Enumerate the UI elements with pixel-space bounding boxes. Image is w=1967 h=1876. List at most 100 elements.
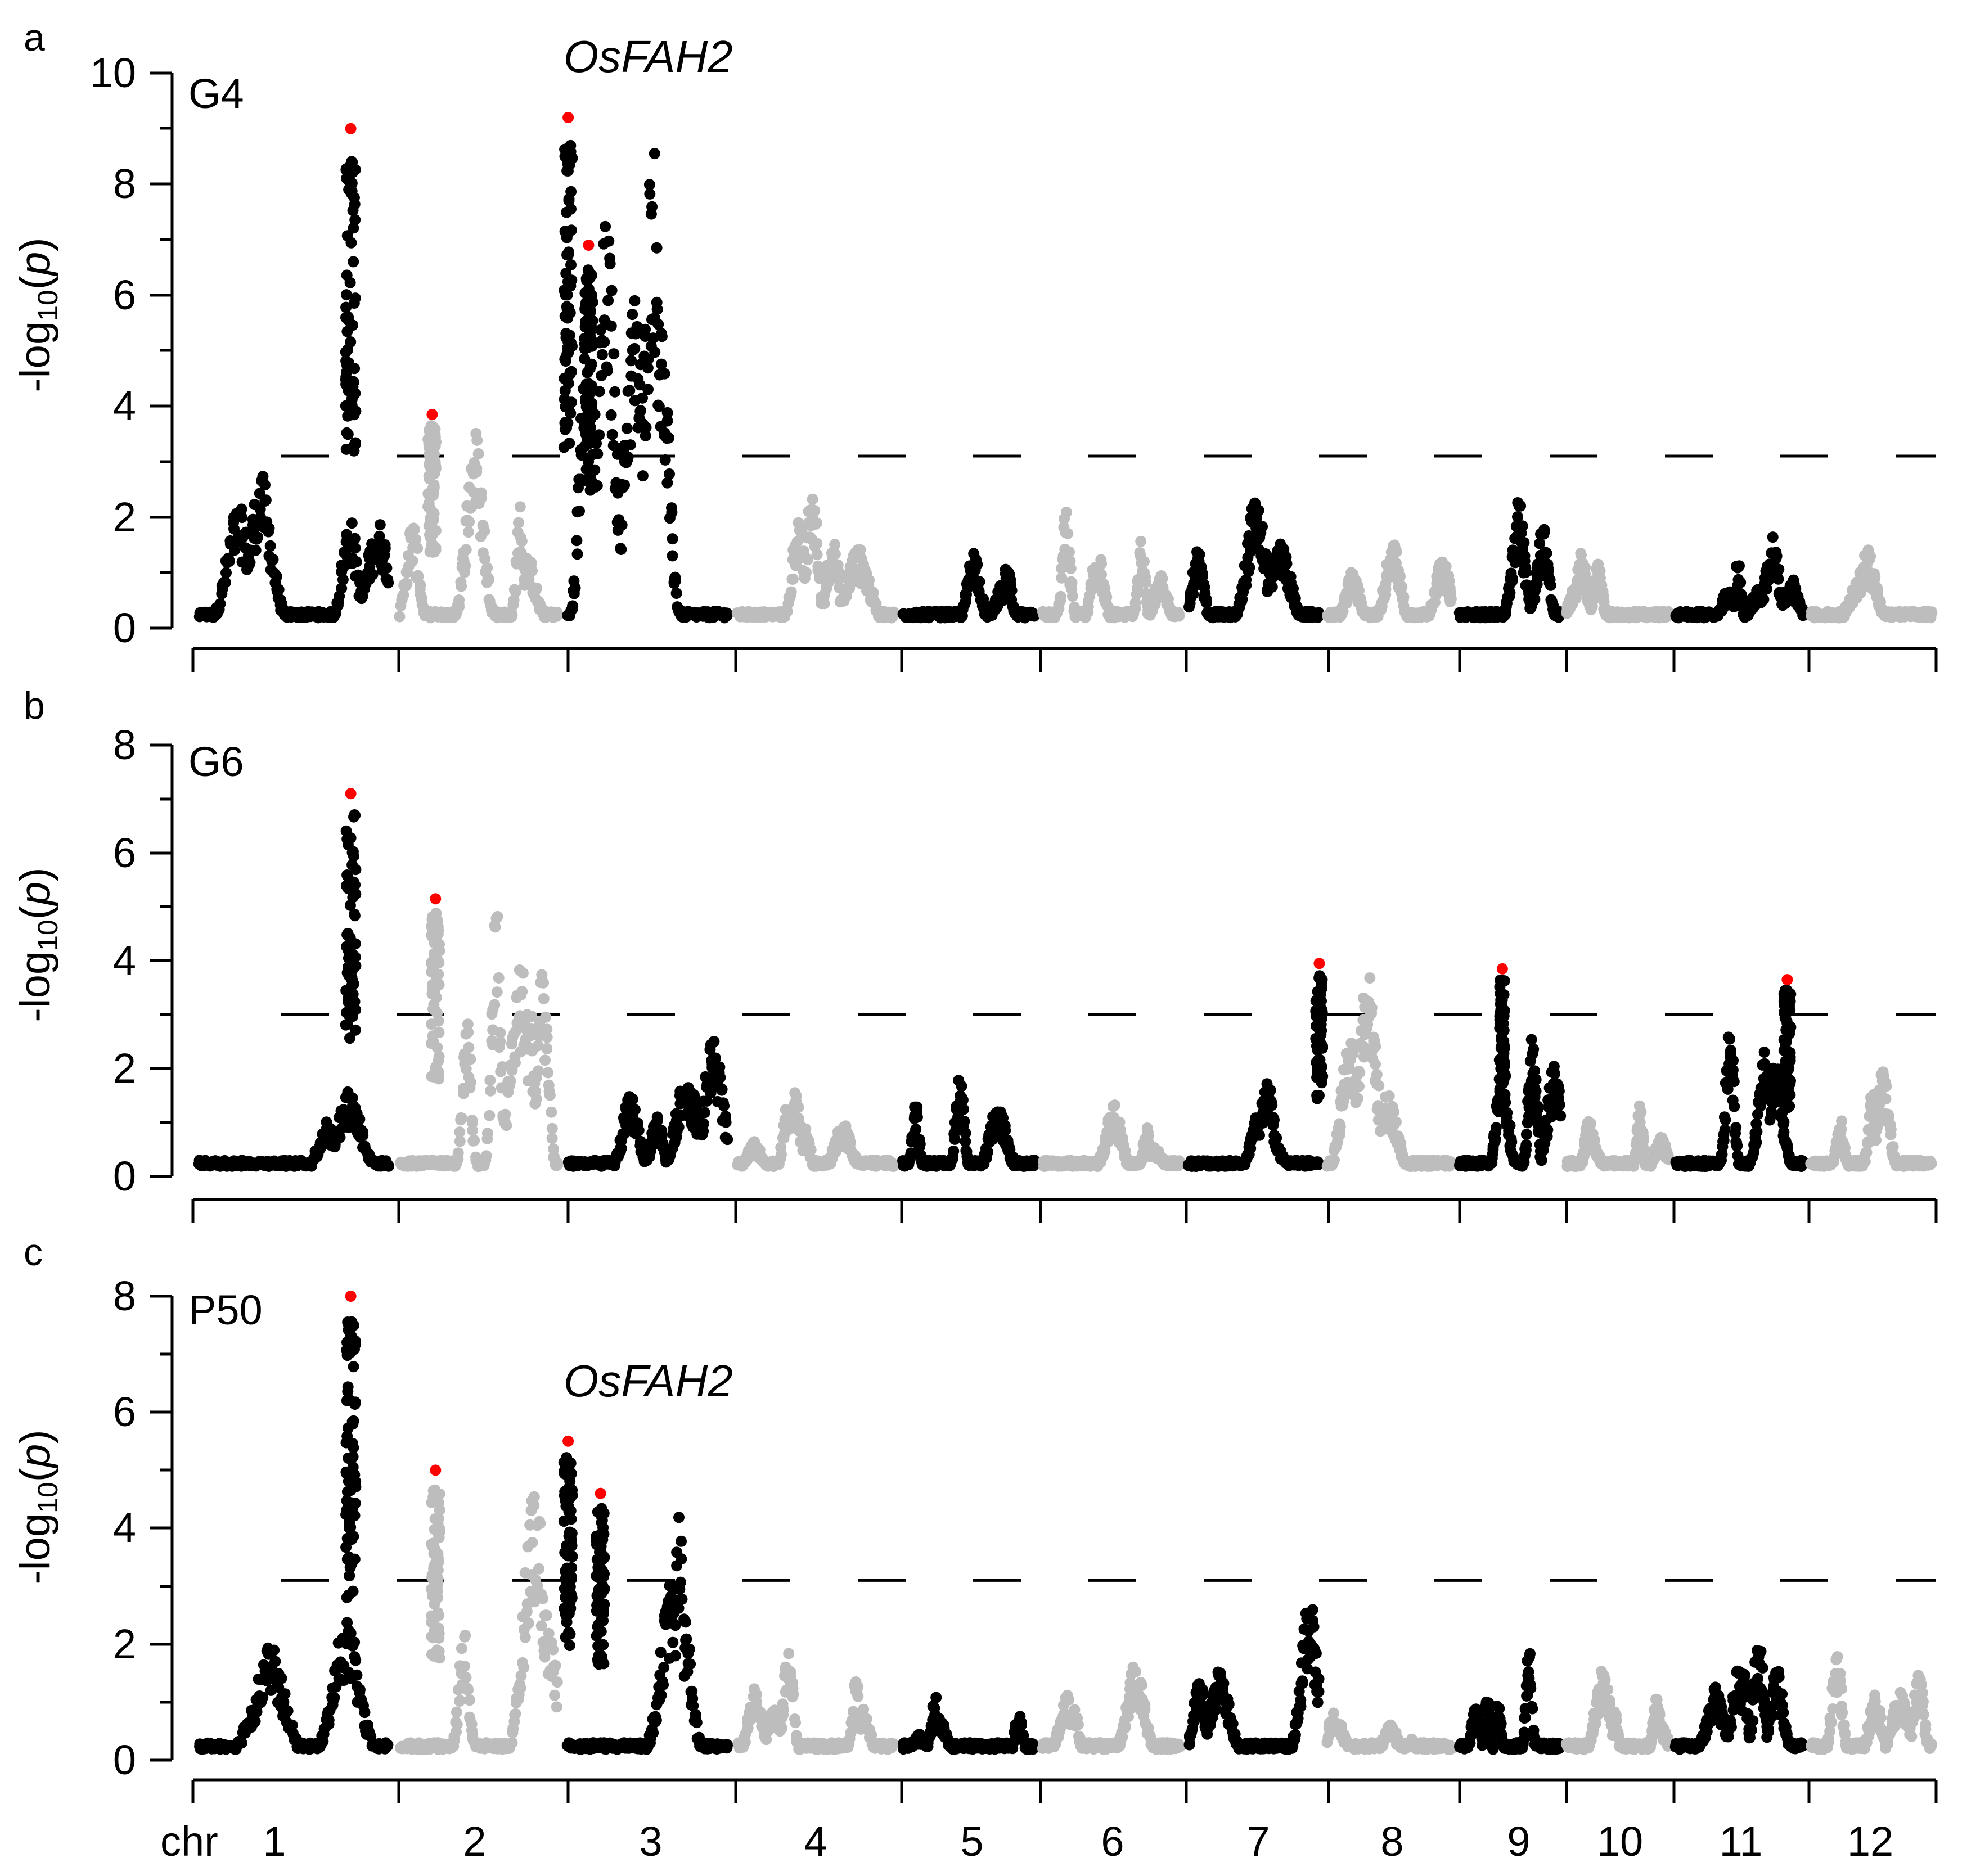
lead-snp-point [583,240,595,251]
snp-point [471,434,483,446]
snp-point [471,466,483,478]
plot-area-g6 [193,788,1937,1172]
snp-point [587,449,598,461]
snp-point [1060,506,1072,518]
snp-point [811,517,822,529]
snp-point [374,519,386,531]
snp-point [1281,558,1293,570]
snp-point [1129,603,1141,615]
snp-point [344,160,356,172]
snp-point [1869,571,1881,583]
snp-point [463,1041,475,1053]
snp-point [429,423,441,435]
snp-point [481,1128,493,1139]
snp-point [260,494,272,506]
snp-point [341,326,353,337]
snp-point [427,529,439,540]
snp-point [609,386,621,398]
snp-point [349,533,361,544]
snp-point [546,1122,558,1134]
snp-point [250,544,262,556]
snp-point [1926,606,1938,618]
panel-letter-a: a [24,16,45,59]
snp-point [721,607,733,619]
snp-point [1065,563,1077,575]
snp-point [790,1090,802,1102]
snp-point [606,429,618,440]
snp-point [667,533,678,545]
snp-point [379,543,391,554]
snp-point [651,1111,663,1123]
snp-point [604,252,616,264]
snp-point [1082,601,1094,612]
snp-point [412,543,424,554]
snp-point [563,344,575,355]
snp-point [505,1075,516,1087]
snp-point [642,362,654,374]
snp-point [510,586,521,598]
snp-point [423,442,435,454]
snp-point [485,1085,496,1097]
snp-point [460,544,472,556]
snp-point [807,493,818,505]
snp-point [367,569,379,580]
snp-point [619,479,631,491]
snp-points [193,788,1937,1172]
snp-point [818,598,830,610]
snp-point [1256,521,1268,533]
snp-point [346,185,358,197]
snp-point [462,1026,474,1038]
snp-point [785,586,797,598]
snp-point [426,456,438,468]
snp-point [542,1067,554,1079]
snp-point [621,422,633,434]
snp-point [651,304,663,315]
snp-point [649,148,660,160]
snp-point [974,576,985,588]
snp-point [624,385,636,396]
snp-point [1390,546,1402,557]
snp-point [349,542,361,554]
lead-snp-point [345,123,357,134]
snp-point [257,471,269,482]
snp-point [652,318,664,330]
snp-point [516,535,528,547]
snp-point [1529,593,1541,605]
snp-point [1270,1132,1282,1144]
snp-point [408,524,420,535]
snp-point [647,332,659,344]
snp-point [1109,1099,1120,1111]
snp-point [722,1134,733,1146]
snp-point [669,575,681,587]
snp-point [343,381,355,393]
snp-point [579,332,591,344]
snp-point [493,972,505,984]
y-tick-label: 4 [113,382,136,429]
snp-point [552,1158,564,1170]
snp-point [560,332,572,344]
snp-point [911,1101,923,1113]
snp-point [716,1083,728,1095]
y-tick-label: 0 [113,1153,136,1199]
lead-snp-point [562,112,574,123]
lead-snp-point [426,409,438,420]
snp-point [501,1120,512,1131]
snp-point [223,555,235,567]
snp-point [624,439,636,451]
snp-point [571,535,583,547]
snp-point [659,454,671,466]
snp-point [562,312,574,324]
snp-point [1140,576,1151,588]
snp-point [491,986,503,998]
snp-point [1579,562,1591,574]
snp-point [346,399,358,411]
snp-point [575,449,587,461]
snp-point [1538,526,1550,538]
snp-point [1772,573,1784,585]
snp-point [580,463,592,475]
snp-point [673,1121,685,1133]
snp-point [565,139,577,151]
snp-point [1771,551,1783,562]
snp-point [264,540,276,552]
